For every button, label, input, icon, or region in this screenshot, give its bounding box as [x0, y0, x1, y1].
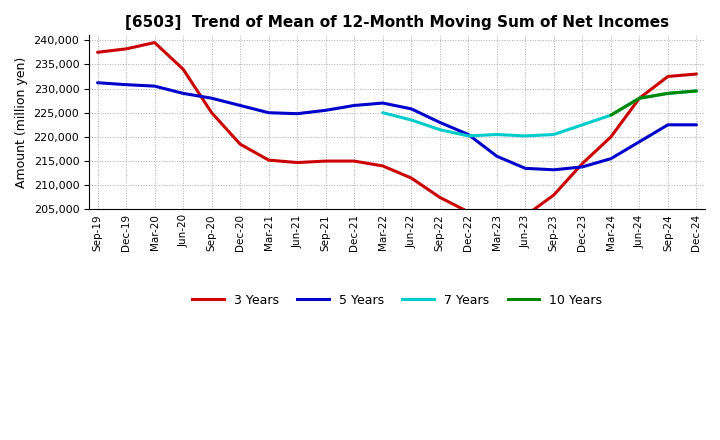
3 Years — [179, 66, 187, 72]
7 Years — [606, 113, 615, 118]
3 Years — [436, 195, 444, 200]
5 Years — [350, 103, 359, 108]
5 Years — [122, 82, 130, 87]
7 Years — [578, 122, 587, 128]
5 Years — [664, 122, 672, 128]
7 Years — [635, 95, 644, 101]
3 Years — [321, 158, 330, 164]
5 Years — [407, 106, 415, 111]
5 Years — [379, 100, 387, 106]
5 Years — [578, 164, 587, 169]
3 Years — [122, 46, 130, 51]
7 Years — [464, 133, 472, 139]
5 Years — [150, 84, 159, 89]
10 Years — [635, 95, 644, 101]
5 Years — [94, 80, 102, 85]
7 Years — [436, 127, 444, 132]
3 Years — [606, 134, 615, 139]
5 Years — [264, 110, 273, 115]
5 Years — [179, 91, 187, 96]
10 Years — [692, 88, 701, 94]
Line: 10 Years: 10 Years — [611, 91, 696, 115]
7 Years — [407, 117, 415, 123]
3 Years — [692, 71, 701, 77]
3 Years — [464, 209, 472, 215]
3 Years — [293, 160, 302, 165]
10 Years — [664, 91, 672, 96]
5 Years — [293, 111, 302, 116]
3 Years — [635, 95, 644, 101]
3 Years — [492, 216, 501, 221]
5 Years — [436, 120, 444, 125]
Line: 5 Years: 5 Years — [98, 83, 696, 170]
Line: 7 Years: 7 Years — [383, 91, 696, 136]
3 Years — [664, 74, 672, 79]
3 Years — [150, 40, 159, 45]
5 Years — [464, 132, 472, 137]
3 Years — [350, 158, 359, 164]
5 Years — [635, 139, 644, 144]
3 Years — [94, 50, 102, 55]
5 Years — [321, 108, 330, 113]
Line: 3 Years: 3 Years — [98, 43, 696, 218]
7 Years — [664, 91, 672, 96]
5 Years — [549, 167, 558, 172]
5 Years — [521, 166, 530, 171]
7 Years — [492, 132, 501, 137]
Y-axis label: Amount (million yen): Amount (million yen) — [15, 57, 28, 188]
5 Years — [492, 154, 501, 159]
7 Years — [692, 88, 701, 94]
5 Years — [606, 156, 615, 161]
5 Years — [236, 103, 245, 108]
7 Years — [379, 110, 387, 115]
3 Years — [549, 192, 558, 198]
7 Years — [549, 132, 558, 137]
7 Years — [521, 133, 530, 139]
3 Years — [578, 161, 587, 166]
3 Years — [236, 142, 245, 147]
Legend: 3 Years, 5 Years, 7 Years, 10 Years: 3 Years, 5 Years, 7 Years, 10 Years — [187, 289, 607, 312]
3 Years — [379, 163, 387, 169]
5 Years — [207, 95, 216, 101]
3 Years — [264, 158, 273, 163]
5 Years — [692, 122, 701, 128]
10 Years — [606, 113, 615, 118]
3 Years — [207, 110, 216, 115]
3 Years — [407, 176, 415, 181]
Title: [6503]  Trend of Mean of 12-Month Moving Sum of Net Incomes: [6503] Trend of Mean of 12-Month Moving … — [125, 15, 669, 30]
3 Years — [521, 213, 530, 218]
